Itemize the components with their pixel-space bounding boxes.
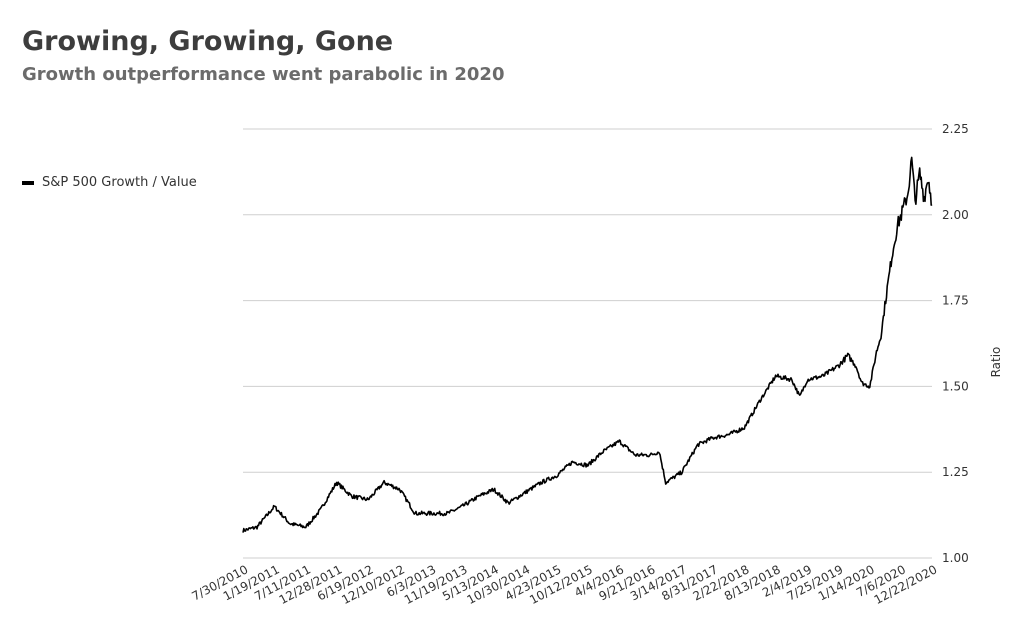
legend: S&P 500 Growth / Value (22, 175, 197, 190)
chart-title: Growing, Growing, Gone (22, 26, 394, 57)
y-tick-label: 1.75 (942, 294, 969, 308)
y-tick-label: 2.25 (942, 122, 969, 136)
y-tick-label: 2.00 (942, 208, 969, 222)
y-tick-labels: 1.00 1.25 1.50 1.75 2.00 2.25 (942, 122, 969, 565)
y-axis-title: Ratio (989, 347, 1003, 378)
legend-label: S&P 500 Growth / Value (42, 175, 197, 190)
series-line-sp500-growth-value (242, 156, 933, 533)
y-tick-label: 1.25 (942, 465, 969, 479)
chart-subtitle: Growth outperformance went parabolic in … (22, 64, 505, 85)
gridlines (243, 128, 932, 559)
y-tick-label: 1.50 (942, 379, 969, 393)
x-tick-labels: 7/30/20101/19/20117/11/201112/28/20116/1… (190, 562, 940, 607)
series-layer (242, 156, 933, 533)
y-tick-label: 1.00 (942, 551, 969, 565)
legend-swatch (22, 180, 34, 185)
